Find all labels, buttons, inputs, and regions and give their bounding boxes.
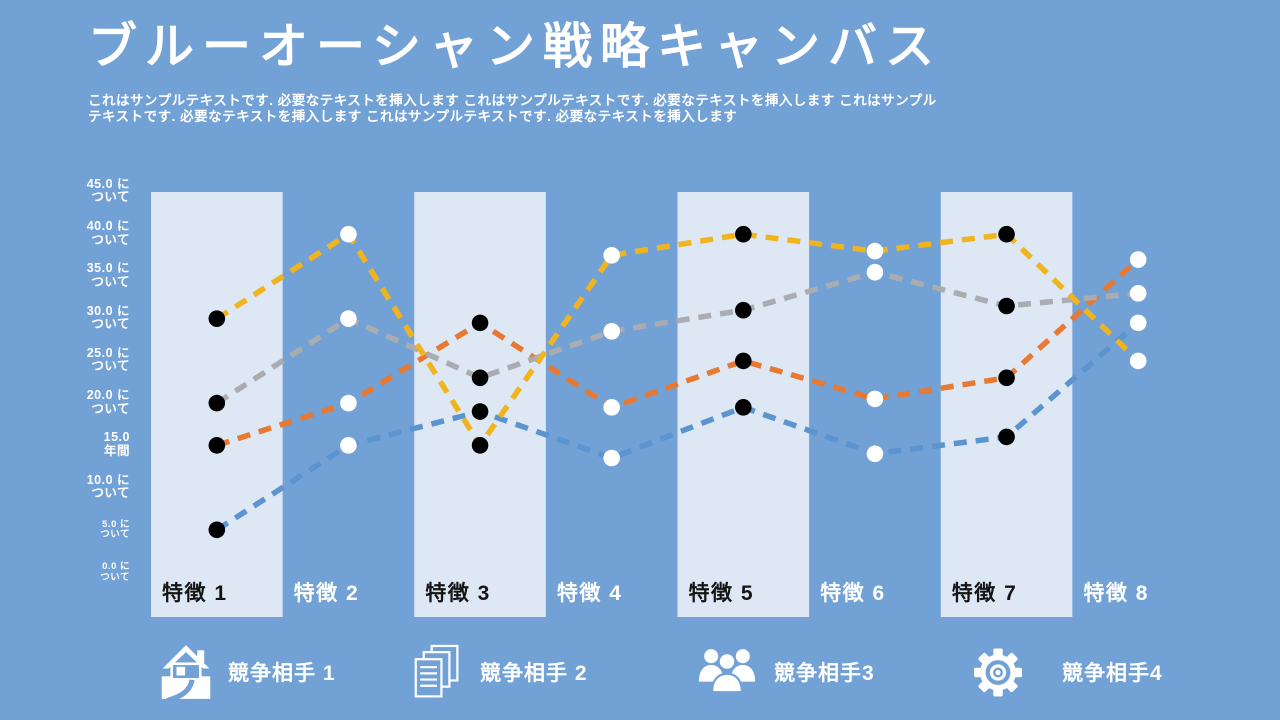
- category-label: 特徴 5: [688, 582, 755, 605]
- legend-item-1: 競争相手 1: [160, 643, 336, 701]
- people-icon: [698, 646, 756, 698]
- category-band: [940, 192, 1073, 617]
- category-label: 特徴 3: [425, 582, 491, 605]
- legend-label: 競争相手 2: [480, 662, 588, 685]
- series-line-2: [215, 257, 1141, 448]
- documents-icon: [414, 644, 460, 701]
- data-point: [471, 369, 489, 387]
- legend-item-3: 競争相手3: [698, 643, 875, 701]
- y-axis-label: 40.0 について: [86, 219, 130, 247]
- category-label: 特徴 8: [1083, 582, 1149, 605]
- data-point: [735, 301, 752, 319]
- data-point: [340, 437, 357, 454]
- data-point: [340, 225, 357, 243]
- data-point: [208, 310, 226, 327]
- category-label: 特徴 4: [556, 582, 623, 605]
- data-point: [208, 394, 226, 412]
- y-axis-label: 10.0 について: [86, 472, 130, 501]
- data-point: [735, 399, 752, 416]
- data-point: [998, 225, 1015, 243]
- data-point: [735, 225, 752, 243]
- category-label: 特徴 6: [820, 582, 886, 605]
- data-point: [866, 390, 884, 408]
- y-axis-label: 35.0 について: [86, 261, 130, 289]
- gear-icon: [974, 647, 1022, 698]
- category-label: 特徴 2: [293, 582, 360, 605]
- data-point: [998, 369, 1015, 387]
- y-axis-label: 0.0 について: [100, 561, 130, 583]
- data-point: [603, 399, 620, 416]
- legend-item-4: 競争相手4: [974, 643, 1163, 701]
- data-point: [603, 449, 620, 467]
- data-point: [603, 323, 620, 340]
- data-point: [1129, 251, 1147, 268]
- y-axis-label: 20.0 について: [86, 388, 130, 416]
- data-point: [603, 247, 620, 264]
- data-point: [866, 263, 884, 281]
- legend-label: 競争相手3: [774, 662, 875, 685]
- data-point: [1129, 285, 1147, 302]
- legend-label: 競争相手4: [1062, 662, 1163, 685]
- data-point: [471, 403, 489, 420]
- data-point: [735, 352, 752, 370]
- category-label: 特徴 1: [162, 582, 228, 605]
- house-icon: [160, 643, 212, 701]
- data-point: [1129, 314, 1147, 332]
- data-point: [471, 437, 489, 454]
- data-point: [866, 445, 884, 463]
- series-line-3: [215, 269, 1139, 406]
- y-axis-label: 30.0 について: [86, 303, 130, 332]
- data-point: [998, 428, 1015, 446]
- legend-label: 競争相手 1: [228, 662, 336, 685]
- y-axis-label: 45.0 について: [86, 176, 130, 205]
- data-point: [998, 297, 1015, 315]
- data-point: [471, 314, 489, 332]
- y-axis-label: 15.0 年間: [103, 430, 130, 458]
- y-axis-label: 5.0 について: [100, 518, 130, 541]
- data-point: [208, 437, 226, 454]
- series-line-1: [215, 320, 1140, 533]
- series-line-4: [215, 230, 1141, 451]
- page-title: ブルーオーシャン戦略キャンバス: [88, 20, 943, 74]
- category-label: 特徴 7: [951, 582, 1018, 605]
- data-point: [340, 394, 357, 412]
- data-point: [866, 242, 884, 260]
- data-point: [1129, 352, 1147, 370]
- data-point: [208, 521, 226, 539]
- legend-item-2: 競争相手 2: [414, 643, 588, 701]
- data-point: [340, 310, 357, 327]
- y-axis-label: 25.0 について: [86, 345, 130, 374]
- page-subtitle: これはサンプルテキストです. 必要なテキストを挿入します これはサンプルテキスト…: [88, 93, 937, 124]
